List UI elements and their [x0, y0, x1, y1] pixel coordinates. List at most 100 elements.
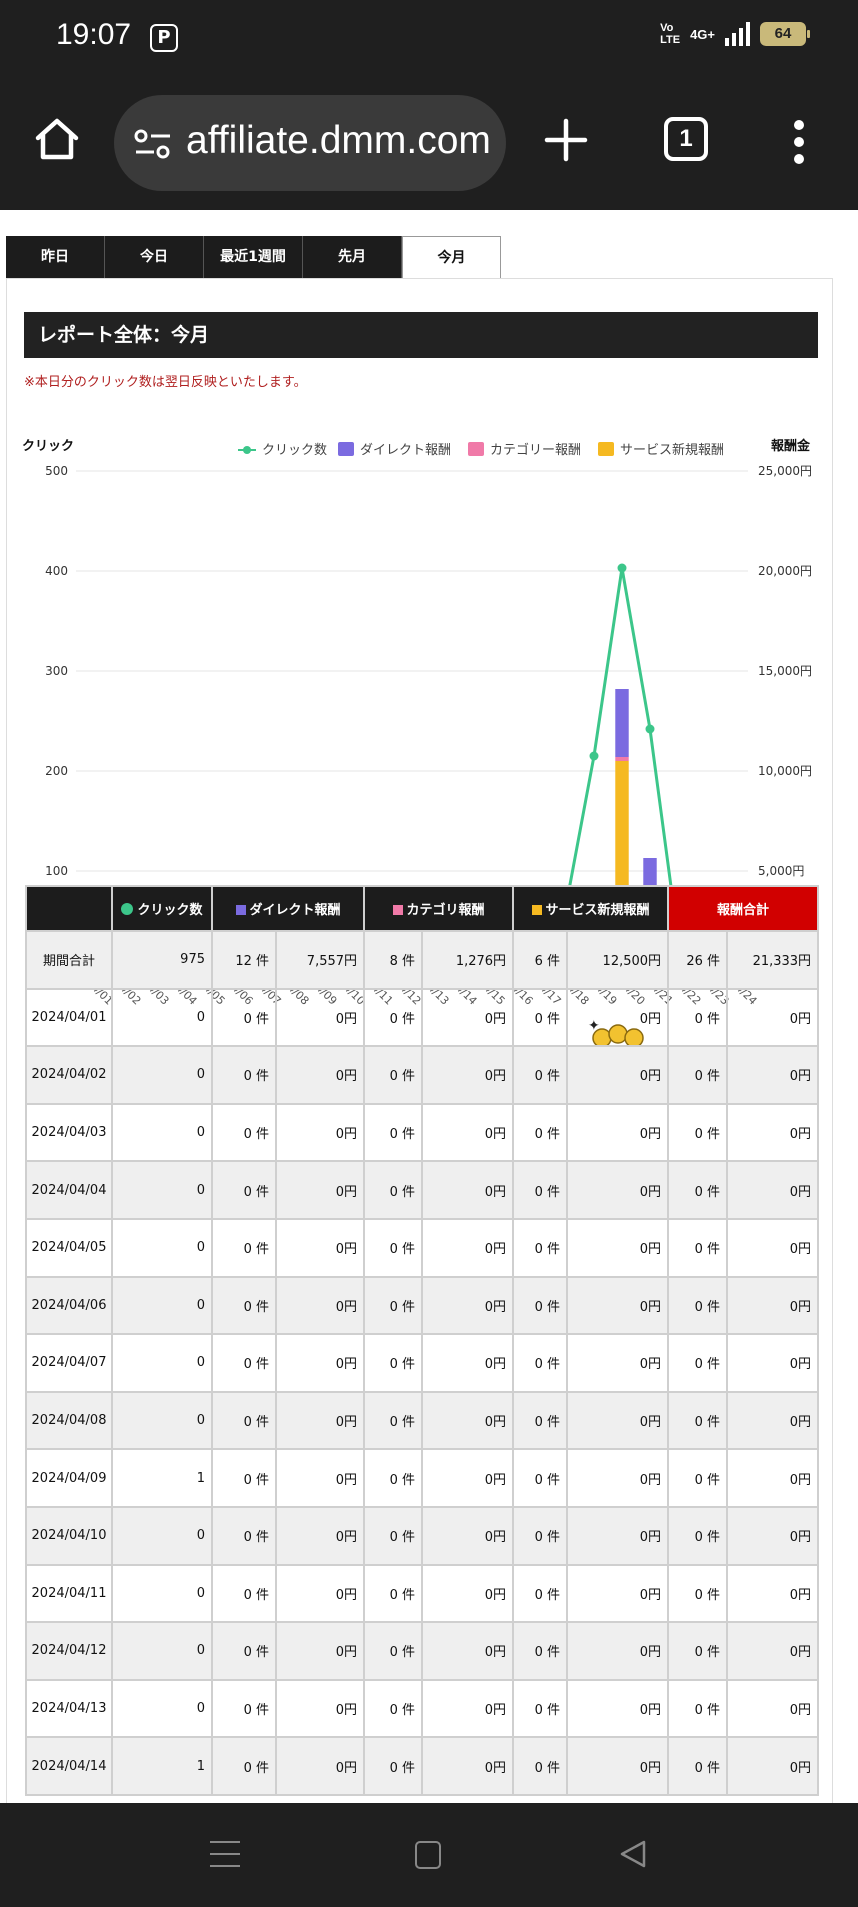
volte-icon: Vo LTE [660, 22, 681, 46]
value-cell: 0円 [726, 1275, 820, 1336]
bar-1-04/20 [615, 757, 629, 761]
value-cell: 0 件 [667, 1045, 729, 1105]
battery-icon: 64 [760, 22, 810, 46]
value-cell: 0 件 [512, 1563, 569, 1624]
tab-this-month[interactable]: 今月 [402, 236, 501, 279]
clock: 19:07 [56, 18, 132, 51]
value-cell: 0 件 [512, 1333, 569, 1393]
date-cell: 2024/04/08 [25, 1390, 113, 1451]
value-cell: 0円 [566, 1505, 670, 1566]
value-cell: 0 件 [667, 1448, 729, 1508]
direct-legend-swatch [235, 905, 246, 915]
value-cell: 0円 [274, 1678, 366, 1739]
period-tabs: 昨日 今日 最近1週間 先月 今月 [6, 236, 501, 279]
tab-yesterday[interactable]: 昨日 [6, 236, 105, 278]
value-cell: 12,500円 [566, 930, 670, 990]
back-icon[interactable] [618, 1839, 648, 1869]
value-cell: 0 件 [363, 1045, 424, 1105]
value-cell: 0 件 [211, 1102, 277, 1163]
value-cell: 0円 [726, 1621, 820, 1681]
value-cell: 1,276円 [421, 930, 515, 990]
site-settings-icon[interactable] [134, 129, 174, 159]
value-cell: 0 件 [363, 1448, 424, 1508]
value-cell: 0 件 [667, 1678, 729, 1739]
date-cell: 2024/04/07 [25, 1333, 113, 1393]
tab-today[interactable]: 今日 [105, 236, 204, 278]
legend-label: クリック数 [262, 443, 327, 458]
address-bar[interactable]: affiliate.dmm.com [114, 95, 506, 191]
recents-icon[interactable] [210, 1841, 240, 1869]
value-cell: 0円 [726, 1505, 820, 1566]
value-cell: 0円 [726, 1160, 820, 1220]
tab-last-month[interactable]: 先月 [303, 236, 402, 278]
home-nav-icon[interactable] [415, 1841, 441, 1869]
value-cell: 0 件 [211, 1448, 277, 1508]
value-cell: 0 件 [363, 987, 424, 1048]
value-cell: 0 件 [363, 1390, 424, 1451]
value-cell: 0 件 [363, 1621, 424, 1681]
value-cell: 0 件 [512, 1448, 569, 1508]
value-cell: 0円 [421, 1678, 515, 1739]
value-cell: 0円 [421, 1333, 515, 1393]
value-cell: 0 [111, 1563, 213, 1624]
value-cell: 0円 [726, 1390, 820, 1451]
overflow-menu-icon[interactable] [794, 120, 806, 164]
table-row-total: 期間合計 975 12 件 7,557円 8 件 1,276円 6 件 12,500円 26 件… [25, 930, 820, 990]
date-cell: 2024/04/06 [25, 1275, 113, 1336]
value-cell: 0円 [421, 1102, 515, 1163]
value-cell: 0 件 [363, 1678, 424, 1739]
url-text[interactable]: affiliate.dmm.com [186, 119, 491, 162]
value-cell: 0 件 [512, 1217, 569, 1278]
value-cell: 0円 [421, 1390, 515, 1451]
table-row: 2024/04/08 0 0 件 0円 0 件 0円 0 件 0円 0 件 0円 [25, 1390, 820, 1451]
value-cell: 0円 [726, 1678, 820, 1739]
left-tick-label: 500 [45, 464, 68, 478]
bar-0-04/20 [615, 689, 629, 757]
value-cell: 0 件 [211, 1390, 277, 1451]
value-cell: 0 件 [512, 1275, 569, 1336]
value-cell: 0円 [421, 1045, 515, 1105]
table-row: 2024/04/10 0 0 件 0円 0 件 0円 0 件 0円 0 件 0円 [25, 1505, 820, 1566]
network-type: 4G+ [690, 26, 715, 42]
report-title: レポート全体：今月 [24, 312, 818, 358]
web-page: 昨日 今日 最近1週間 先月 今月 レポート全体：今月 ※本日分のクリック数は翌… [0, 210, 858, 1803]
value-cell: 0円 [566, 1045, 670, 1105]
report-panel [6, 278, 833, 1803]
value-cell: 0円 [566, 1678, 670, 1739]
value-cell: 0円 [274, 1102, 366, 1163]
legend-marker [243, 446, 251, 454]
tab-switcher-button[interactable]: 1 [664, 117, 708, 161]
table-row: 2024/04/07 0 0 件 0円 0 件 0円 0 件 0円 0 件 0円 [25, 1333, 820, 1393]
browser-toolbar: affiliate.dmm.com 1 [0, 76, 858, 210]
value-cell: 0 件 [211, 1505, 277, 1566]
home-icon[interactable] [32, 114, 82, 164]
value-cell: 0円 [421, 1563, 515, 1624]
value-cell: 0 [111, 987, 213, 1048]
tab-last-week[interactable]: 最近1週間 [204, 236, 303, 278]
value-cell: 0円 [421, 1621, 515, 1681]
value-cell: 0 件 [667, 1333, 729, 1393]
date-cell: 2024/04/11 [25, 1563, 113, 1624]
right-tick-label: 20,000円 [758, 564, 812, 578]
value-cell: 0円 [726, 1045, 820, 1105]
right-axis-title: 報酬金 [771, 438, 811, 454]
value-cell: 0円 [566, 1333, 670, 1393]
value-cell: 0 件 [363, 1217, 424, 1278]
new-tab-icon[interactable] [544, 118, 588, 162]
value-cell: 0 [111, 1505, 213, 1566]
value-cell: 0円 [274, 1736, 366, 1796]
value-cell: 0 件 [363, 1275, 424, 1336]
value-cell: 0円 [274, 1448, 366, 1508]
value-cell: 0 件 [667, 1102, 729, 1163]
table-header-row: クリック数 ダイレクト報酬 カテゴリ報酬 サービス新規報酬 報酬合計 [25, 885, 820, 932]
value-cell: 0円 [274, 1333, 366, 1393]
right-tick-label: 10,000円 [758, 764, 812, 778]
value-cell: 0 件 [211, 987, 277, 1048]
value-cell: 0 [111, 1678, 213, 1739]
value-cell: 0円 [421, 1505, 515, 1566]
table-row: 2024/04/03 0 0 件 0円 0 件 0円 0 件 0円 0 件 0円 [25, 1102, 820, 1163]
value-cell: 0 [111, 1217, 213, 1278]
table-row: 2024/04/11 0 0 件 0円 0 件 0円 0 件 0円 0 件 0円 [25, 1563, 820, 1624]
pp-app-icon: P [150, 24, 178, 52]
legend-swatch [338, 442, 354, 456]
